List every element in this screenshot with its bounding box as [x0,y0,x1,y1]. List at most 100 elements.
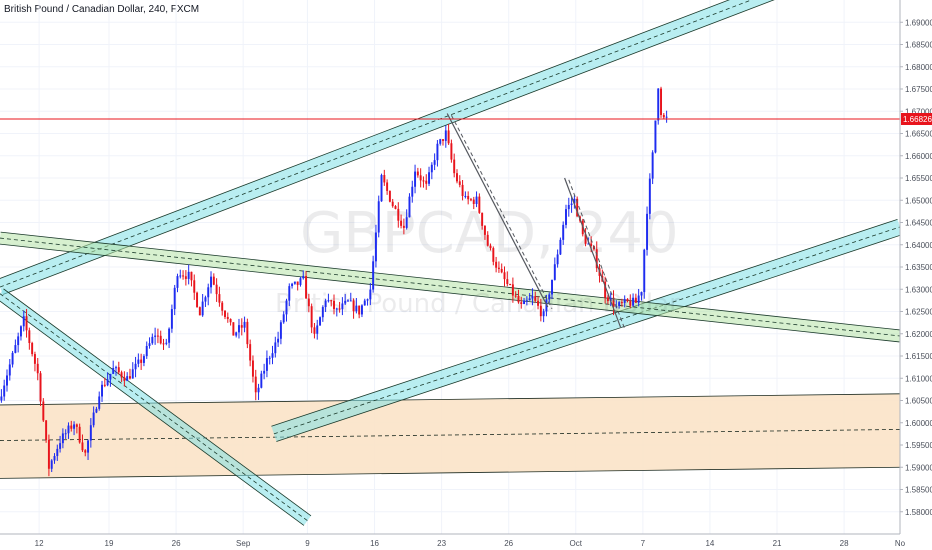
candle-body [528,298,531,301]
candle-body [265,358,268,371]
price-tick-label: 1.66500 [905,130,932,139]
candle-body [240,325,243,328]
candle-body [383,175,386,183]
candle-body [495,261,498,268]
candle-body [626,298,629,302]
candle-body [640,292,643,296]
candle-body [25,316,28,331]
candle-body [469,199,472,201]
candle-body [73,424,76,429]
candle-body [215,284,218,295]
candle-body [92,412,95,426]
candle-body [61,433,64,444]
price-tick-label: 1.60000 [905,419,932,428]
candle-body [509,284,512,286]
candle-body [56,448,59,457]
candle-body [137,359,140,364]
candle-body [335,308,338,310]
price-axis[interactable]: 1.69000 1.68500 1.68000 1.67500 1.67000 1.665… [899,0,932,550]
candle-body [570,203,573,205]
candle-body [165,342,168,344]
candle-body [433,160,436,165]
candle-body [201,301,204,316]
candle-body [22,316,25,327]
candle-body [634,297,637,303]
candle-body [305,275,308,299]
candle-body [95,408,98,413]
candle-body [193,280,196,293]
candle-body [319,317,322,326]
horizontal-zone [0,393,900,479]
candle-body [478,196,481,213]
candle-body [221,302,224,311]
candle-body [662,114,665,118]
price-tick-label: 1.67000 [905,107,932,116]
candle-body [333,300,335,310]
price-tick-label: 1.66000 [905,152,932,161]
candle-body [665,116,668,118]
candle-body [257,387,260,393]
candle-body [388,190,391,202]
candle-body [156,335,159,337]
candle-body [369,289,372,300]
candle-body [444,130,447,141]
upper-channel-midline [0,0,753,288]
price-tick-label: 1.68500 [905,41,932,50]
candle-body [288,286,291,301]
candle-body [207,287,210,298]
candle-body [285,300,288,315]
zone-area [0,393,900,479]
candle-body [660,88,663,115]
candle-body [525,300,528,302]
candle-body [154,335,157,337]
candle-body [229,318,232,323]
candle-body [151,336,154,344]
candle-body [140,359,143,363]
lower-channel-midline [273,226,900,435]
candle-body [218,294,221,303]
candle-body [500,268,503,273]
candle-body [483,225,486,235]
candle-body [14,345,17,353]
price-tick-label: 1.64000 [905,241,932,250]
lower-channel-edge-b [271,218,898,427]
candle-body [352,300,355,312]
price-tag-label: 1.66826 [903,115,932,124]
candle-body [8,364,11,376]
candle-body [204,297,207,302]
candle-body [402,225,405,228]
candle-body [190,271,193,281]
time-tick-label: 28 [840,539,849,548]
price-tick-label: 1.67500 [905,85,932,94]
candle-body [559,239,562,255]
price-tick-label: 1.61000 [905,374,932,383]
candle-body [310,306,313,328]
candle-body [503,272,506,280]
candle-body [632,297,635,306]
candle-body [296,281,299,285]
price-tick-label: 1.68000 [905,63,932,72]
upper-channel-edge-a [2,0,775,295]
candle-body [604,281,607,298]
candle-body [251,360,254,377]
candle-body [47,439,50,469]
green-wedge-band-midline [0,237,900,337]
time-tick-label: 12 [35,539,44,548]
green-wedge-band [0,232,900,342]
candle-body [50,460,53,469]
candle-body [394,206,397,209]
zone-mid-line [0,429,900,441]
candle-body [316,325,319,334]
trend-lines [446,113,626,330]
candle-body [553,264,556,280]
time-axis[interactable]: 12 19 26 Sep 9 16 23 26 Oct 7 14 21 28 No [0,533,932,550]
candle-body [461,184,464,196]
candle-body [366,299,369,301]
candle-body [430,164,433,173]
time-tick-label: Sep [236,539,251,548]
candle-body [363,300,366,306]
time-tick-label: 21 [773,539,782,548]
candle-body [338,308,341,310]
candle-body [89,425,92,441]
